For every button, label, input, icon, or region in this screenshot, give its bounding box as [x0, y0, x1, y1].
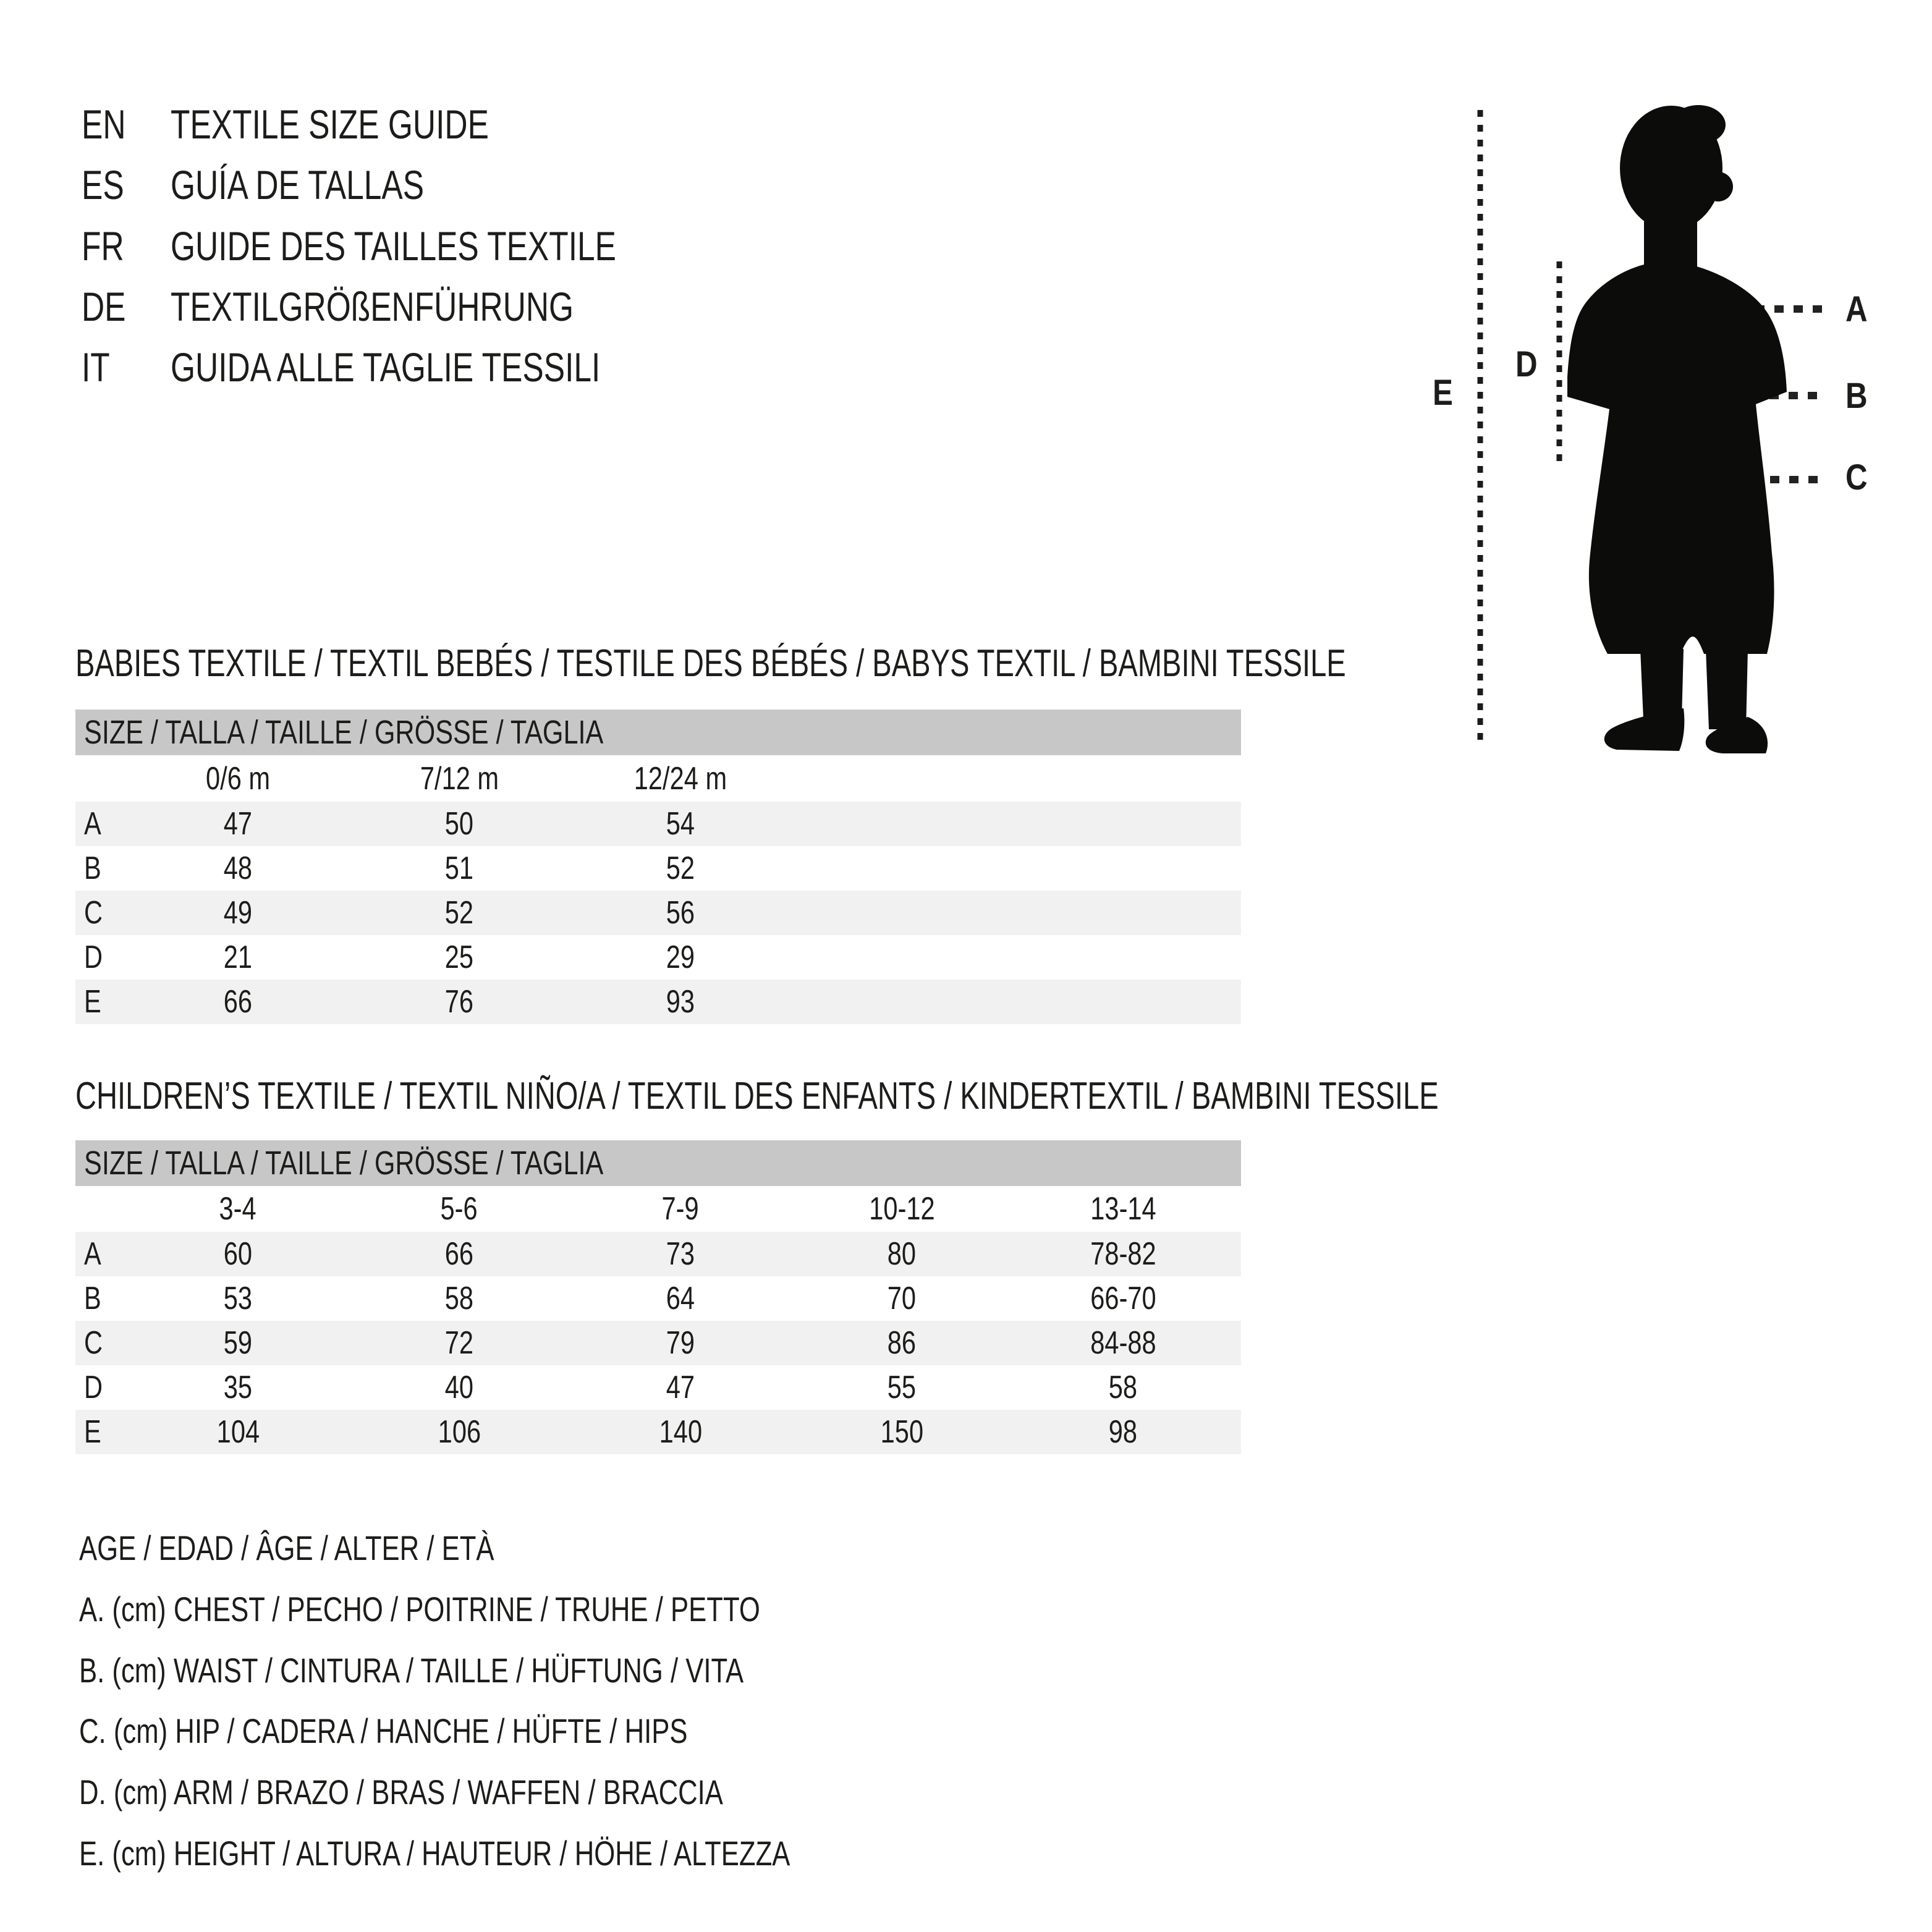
lang-title-fr: GUIDE DES TAILLES TEXTILE: [171, 223, 616, 269]
legend-arm: D. (cm) ARM / BRAZO / BRAS / WAFFEN / BR…: [79, 1773, 723, 1811]
children-section-heading: CHILDREN’S TEXTILE / TEXTIL NIÑO/A / TEX…: [75, 1075, 1439, 1117]
babies-col-0: 0/6 m: [205, 760, 271, 797]
children-col-3: 10-12: [868, 1191, 935, 1227]
measure-label-a: A: [1845, 289, 1868, 329]
babies-row-b: B 48 51 52: [84, 850, 695, 886]
lang-code-de: DE: [82, 284, 126, 329]
children-row-d: D 35 40 47 55 58: [84, 1370, 1138, 1405]
children-row-e: E 104 106 140 150 98: [75, 1410, 1241, 1454]
children-row-c: C 59 72 79 86 84-88: [75, 1321, 1241, 1365]
legend-age: AGE / EDAD / ÂGE / ALTER / ETÀ: [79, 1528, 494, 1567]
lang-row-fr: FR GUIDE DES TAILLES TEXTILE: [0, 226, 1360, 266]
children-col-2: 7-9: [661, 1191, 700, 1227]
children-col-0: 3-4: [219, 1191, 257, 1227]
lang-code-es: ES: [82, 162, 124, 208]
babies-col-2: 12/24 m: [633, 760, 727, 797]
babies-row-a: A 47 50 54: [75, 802, 1241, 846]
measure-label-e: E: [1433, 373, 1453, 413]
child-silhouette: [1567, 105, 1787, 753]
legend-waist: B. (cm) WAIST / CINTURA / TAILLE / HÜFTU…: [79, 1651, 744, 1690]
babies-row-e: E 66 76 93: [75, 980, 1241, 1024]
children-size-header-bar: SIZE / TALLA / TAILLE / GRÖSSE / TAGLIA: [75, 1140, 1241, 1186]
lang-title-it: GUIDA ALLE TAGLIE TESSILI: [171, 344, 601, 390]
babies-col-1: 7/12 m: [420, 760, 499, 797]
children-row-b: B 53 58 64 70 66-70: [84, 1281, 1156, 1316]
lang-row-en: EN TEXTILE SIZE GUIDE: [0, 104, 1360, 145]
children-col-1: 5-6: [440, 1191, 478, 1227]
child-measurement-figure: [1477, 105, 1824, 753]
legend-chest: A. (cm) CHEST / PECHO / POITRINE / TRUHE…: [79, 1590, 760, 1629]
children-column-header-row: 3-4 5-6 7-9 10-12 13-14: [75, 1186, 1241, 1232]
lang-code-it: IT: [82, 344, 110, 390]
lang-title-es: GUÍA DE TALLAS: [171, 162, 425, 208]
babies-row-c: C 49 52 56: [75, 891, 1241, 935]
lang-title-de: TEXTILGRÖßENFÜHRUNG: [171, 284, 574, 329]
babies-column-header-row: 0/6 m 7/12 m 12/24 m: [75, 755, 1241, 802]
lang-code-en: EN: [82, 101, 126, 147]
legend-height: E. (cm) HEIGHT / ALTURA / HAUTEUR / HÖHE…: [79, 1834, 790, 1873]
lang-row-it: IT GUIDA ALLE TAGLIE TESSILI: [0, 347, 1360, 388]
measure-label-c: C: [1845, 457, 1868, 498]
children-row-a: A 60 66 73 80 78-82: [75, 1232, 1241, 1276]
babies-size-header-bar: SIZE / TALLA / TAILLE / GRÖSSE / TAGLIA: [75, 710, 1241, 755]
legend-hip: C. (cm) HIP / CADERA / HANCHE / HÜFTE / …: [79, 1711, 688, 1750]
babies-section-heading: BABIES TEXTILE / TEXTIL BEBÉS / TESTILE …: [75, 642, 1346, 685]
babies-row-d: D 21 25 29: [84, 939, 695, 975]
measure-label-b: B: [1845, 376, 1868, 416]
children-col-4: 13-14: [1090, 1191, 1156, 1227]
measure-label-d: D: [1515, 344, 1538, 384]
lang-code-fr: FR: [82, 223, 124, 269]
lang-row-es: ES GUÍA DE TALLAS: [0, 164, 1360, 205]
lang-title-en: TEXTILE SIZE GUIDE: [171, 101, 489, 147]
lang-row-de: DE TEXTILGRÖßENFÜHRUNG: [0, 286, 1360, 327]
